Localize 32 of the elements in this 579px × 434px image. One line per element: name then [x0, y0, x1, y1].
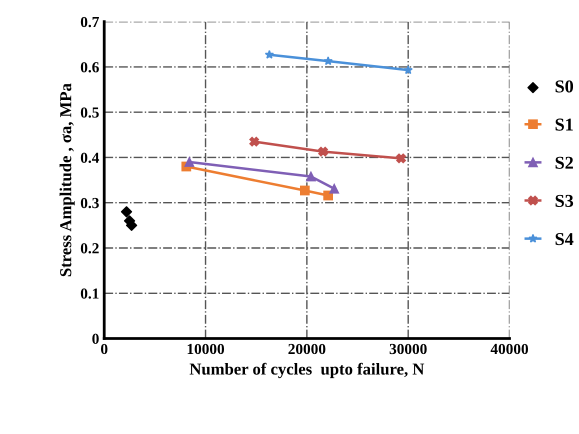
- point: [264, 50, 274, 59]
- y-tick-label: 0.4: [80, 152, 100, 163]
- x-axis-title: Number of cycles upto failure, N: [190, 362, 424, 378]
- y-tick-label: 0.3: [80, 198, 99, 208]
- point: [323, 190, 334, 200]
- point: [318, 146, 328, 156]
- x-tick-label: 10000: [188, 344, 224, 354]
- legend-label: S4: [556, 233, 574, 246]
- x-tick-label: 0: [100, 344, 108, 354]
- x-tick-label: 30000: [390, 344, 427, 354]
- y-axis-title: Stress Amplitude , σa, MPa: [60, 83, 75, 276]
- point: [300, 186, 310, 196]
- x-tick-label: 20000: [288, 344, 326, 354]
- point: [396, 154, 406, 164]
- y-tick-label: 0.1: [80, 288, 99, 299]
- y-tick-label: 0.5: [80, 107, 99, 118]
- legend-label: S3: [556, 194, 574, 207]
- point: [306, 172, 316, 182]
- y-tick-label: 0.7: [80, 16, 99, 28]
- y-tick-label: 0.6: [80, 62, 99, 72]
- point: [404, 65, 413, 74]
- point: [249, 136, 260, 146]
- point: [120, 206, 132, 218]
- legend-label: S1: [556, 118, 573, 131]
- point: [184, 157, 194, 167]
- point: [329, 184, 340, 194]
- legend-label: S2: [556, 156, 573, 169]
- x-tick-label: 40000: [490, 344, 528, 354]
- y-tick-label: 0: [92, 334, 99, 344]
- y-tick-label: 0.2: [80, 243, 99, 254]
- point: [323, 56, 333, 66]
- legend-label: S0: [556, 80, 574, 93]
